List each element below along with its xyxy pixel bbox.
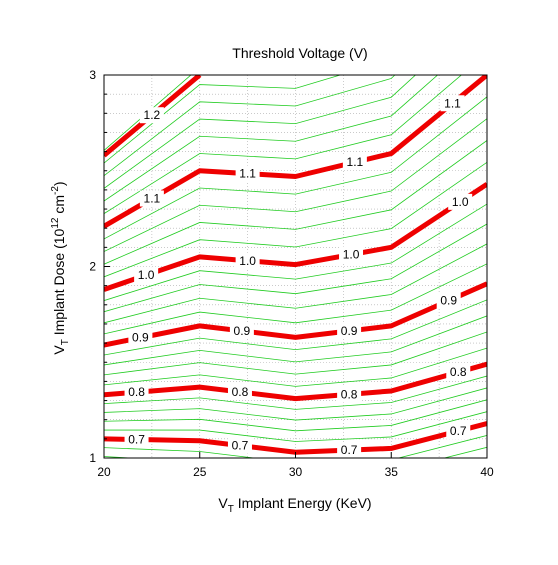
contour-label-bg xyxy=(337,322,362,339)
contour-label-bg xyxy=(124,384,149,401)
minor-contour-line xyxy=(104,263,487,335)
y-axis-label: VT Implant Dose (1012 cm-2) xyxy=(50,181,71,354)
chart-title: Threshold Voltage (V) xyxy=(232,45,367,61)
contour-label-bg xyxy=(235,252,260,269)
minor-contour-line xyxy=(104,299,487,356)
contour-label-bg xyxy=(342,154,367,171)
minor-contour-line xyxy=(104,387,487,421)
y-tick-label: 3 xyxy=(89,68,96,82)
contour-label-bg xyxy=(227,437,252,454)
y-tick-label: 2 xyxy=(89,260,96,274)
x-tick-label: 25 xyxy=(193,465,207,479)
contour-label: 0.9 xyxy=(234,324,251,338)
contour-label: 1.1 xyxy=(239,167,256,181)
minor-contour-line xyxy=(104,75,417,189)
contour-label-bg xyxy=(436,292,461,309)
minor-contour-line xyxy=(104,203,487,301)
major-contour-line xyxy=(104,281,487,348)
x-tick-label: 20 xyxy=(97,465,111,479)
minor-contour-line xyxy=(104,75,462,214)
contour-label-bg xyxy=(446,422,471,439)
minor-contour-line xyxy=(104,375,487,410)
minor-contour-line xyxy=(104,347,487,387)
contour-label: 0.7 xyxy=(450,424,467,438)
contour-label: 0.9 xyxy=(341,324,358,338)
x-tick-label: 40 xyxy=(480,465,494,479)
contour-label: 1.0 xyxy=(239,254,256,268)
contour-label: 0.7 xyxy=(232,439,249,453)
contour-label: 0.8 xyxy=(232,385,249,399)
major-contours xyxy=(104,75,487,455)
contour-label: 1.1 xyxy=(144,192,161,206)
major-contour-line xyxy=(104,75,487,229)
contour-label: 0.7 xyxy=(128,433,145,447)
contour-label-bg xyxy=(446,364,471,381)
minor-contour-line xyxy=(104,75,439,202)
y-tick-label: 1 xyxy=(89,451,96,465)
minor-contour-line xyxy=(104,331,487,376)
contour-label: 0.8 xyxy=(341,387,358,401)
contour-label-bg xyxy=(235,165,260,182)
contour-label-bg xyxy=(448,193,473,210)
minor-contour-line xyxy=(104,161,487,278)
contour-label: 1.1 xyxy=(347,155,364,169)
minor-contour-line xyxy=(104,140,487,265)
minor-contour-line xyxy=(104,118,487,252)
contour-label-bg xyxy=(339,246,364,263)
minor-contour-line xyxy=(104,399,487,432)
minor-contour-line xyxy=(104,315,487,366)
contour-label: 0.8 xyxy=(450,365,467,379)
contour-label: 0.7 xyxy=(341,443,358,457)
minor-contour-line xyxy=(104,96,487,240)
contour-labels: 0.7 0.7 0.7 0.7 0.8 0.8 0.8 0.8 0.9 0.9 0.9 0.9 1.0 1… xyxy=(124,95,473,459)
contour-label-bg xyxy=(337,386,362,403)
contour-label-bg xyxy=(124,431,149,448)
minor-contour-line xyxy=(104,75,342,164)
major-contour-line xyxy=(104,361,487,402)
contour-label: 1.0 xyxy=(343,248,360,262)
contour-label-bg xyxy=(139,107,164,124)
x-tick-label: 35 xyxy=(385,465,399,479)
minor-contour-line xyxy=(104,435,487,458)
contour-label: 0.9 xyxy=(440,294,457,308)
contour-label-bg xyxy=(440,95,465,112)
contour-label-bg xyxy=(139,190,164,207)
contour-label: 1.0 xyxy=(452,195,469,209)
axis-ticks: 20 25 30 35 40 1 2 3 xyxy=(89,68,494,479)
contour-label-bg xyxy=(134,267,159,284)
contour-label: 0.8 xyxy=(128,385,145,399)
minor-contour-line xyxy=(104,243,487,324)
x-axis-label: VT Implant Energy (KeV) xyxy=(218,495,371,515)
contour-label: 0.9 xyxy=(132,331,149,345)
minor-contour-line xyxy=(104,75,396,177)
contour-label-bg xyxy=(227,383,252,400)
major-contour-line xyxy=(104,182,487,292)
minor-contour-line xyxy=(104,223,487,313)
x-tick-label: 30 xyxy=(289,465,303,479)
contour-label: 1.2 xyxy=(144,108,161,122)
contour-label: 1.1 xyxy=(444,96,461,110)
minor-contour-line xyxy=(104,411,487,442)
contour-label-bg xyxy=(229,322,254,339)
contour-label-bg xyxy=(128,329,153,346)
minor-contour-line xyxy=(104,75,192,151)
contour-label-bg xyxy=(337,442,362,459)
contour-label: 1.0 xyxy=(138,268,155,282)
